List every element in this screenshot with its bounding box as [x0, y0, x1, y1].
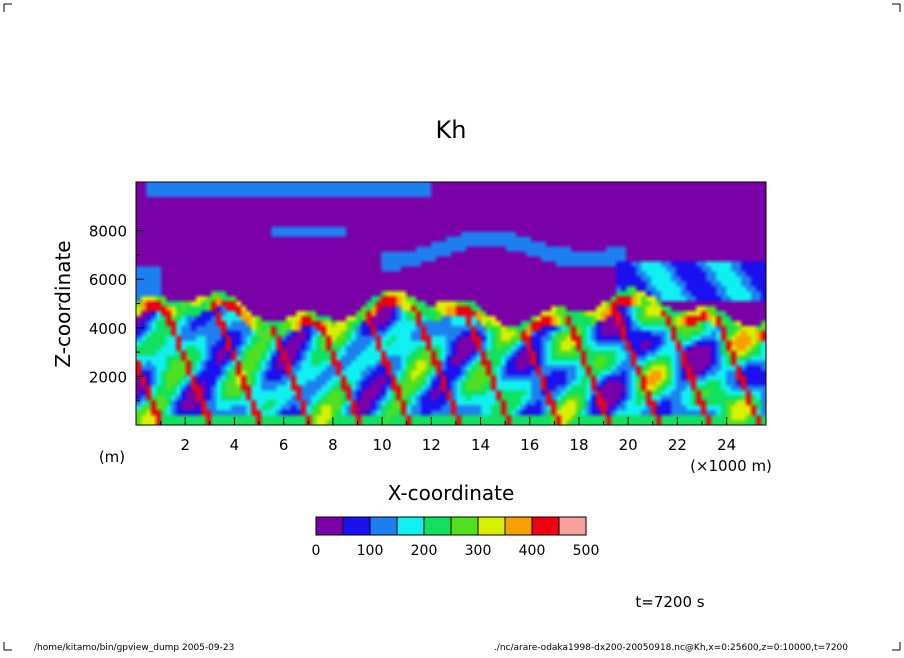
x-axis-title: X-coordinate	[388, 481, 515, 505]
colorbar-swatch	[531, 516, 560, 536]
x-tick-label: 4	[230, 436, 240, 454]
y-tick-label: 8000	[89, 223, 127, 241]
x-tick-label: 24	[717, 436, 736, 454]
x-tick-label: 22	[668, 436, 687, 454]
colorbar-label: 300	[465, 543, 492, 559]
colorbar-label: 500	[573, 543, 600, 559]
contour-image	[136, 182, 766, 425]
x-axis: 2 4 6 8 10 12 14 16 18 20 22 24	[160, 417, 736, 454]
colorbar-label: 200	[411, 543, 438, 559]
x-tick-label: 16	[520, 436, 539, 454]
colorbar-label: 0	[312, 543, 321, 559]
colorbar-swatch	[342, 516, 371, 536]
y-axis-title: Z-coordinate	[51, 240, 75, 367]
colorbar-swatch	[558, 516, 587, 536]
colorbar-swatch	[450, 516, 479, 536]
colorbar-swatch	[423, 516, 452, 536]
crop-marks	[3, 3, 901, 651]
colorbar-swatch	[369, 516, 398, 536]
chart-title: Kh	[436, 116, 467, 144]
x-unit-label: (m)	[99, 448, 125, 466]
x-tick-label: 18	[569, 436, 588, 454]
footer-right: ./nc/arare-odaka1998-dx200-20050918.nc@K…	[494, 643, 848, 653]
y-axis: 2000 4000 6000 8000	[89, 223, 144, 402]
colorbar-label: 400	[519, 543, 546, 559]
x-scale-label: (×1000 m)	[690, 457, 772, 475]
colorbar-swatch	[504, 516, 533, 536]
y-tick-label: 6000	[89, 271, 127, 289]
colorbar-swatch	[396, 516, 425, 536]
time-label: t=7200 s	[635, 593, 704, 611]
colorbar-label: 100	[357, 543, 384, 559]
x-tick-label: 10	[373, 436, 392, 454]
x-tick-label: 2	[180, 436, 190, 454]
contour-field	[136, 182, 766, 425]
footer-left: /home/kitamo/bin/gpview_dump 2005-09-23	[34, 643, 234, 653]
x-tick-label: 20	[619, 436, 638, 454]
colorbar-swatch	[477, 516, 506, 536]
y-tick-label: 4000	[89, 320, 127, 338]
x-tick-label: 14	[471, 436, 490, 454]
x-tick-label: 6	[279, 436, 289, 454]
x-tick-label: 12	[422, 436, 441, 454]
y-tick-label: 2000	[89, 368, 127, 386]
colorbar: 0 100 200 300 400 500	[312, 516, 600, 559]
colorbar-swatch	[315, 516, 344, 536]
x-tick-label: 8	[328, 436, 338, 454]
